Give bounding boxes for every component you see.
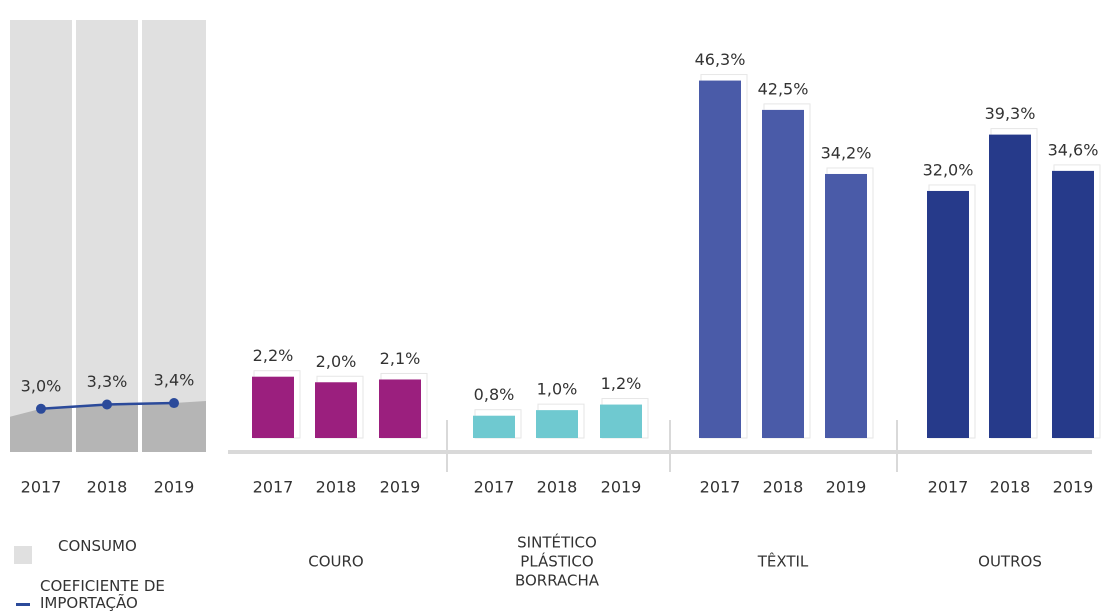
group-title: BORRACHA (515, 572, 600, 590)
value-label: 39,3% (985, 104, 1036, 123)
value-label: 42,5% (758, 79, 809, 98)
legend-swatch (14, 546, 32, 564)
bar (1052, 170, 1094, 438)
point (102, 399, 112, 410)
value-label: 32,0% (923, 160, 974, 179)
x-tick-label: 2019 (1053, 478, 1094, 497)
x-tick-label: 2017 (700, 478, 741, 497)
group-title: SINTÉTICO (517, 533, 597, 552)
area (10, 401, 206, 452)
x-tick-label: 2018 (316, 478, 357, 497)
value-label: 34,2% (821, 143, 872, 162)
x-tick-label: 2019 (601, 478, 642, 497)
x-tick-label: 2018 (87, 478, 128, 497)
value-label: 2,0% (316, 352, 357, 371)
legend-item: CONSUMO (14, 538, 200, 564)
x-tick-label: 2018 (990, 478, 1031, 497)
bar (989, 134, 1031, 438)
group-title: COURO (308, 553, 364, 571)
x-tick-label: 2017 (253, 478, 294, 497)
consumo-column (10, 20, 72, 452)
bar (252, 376, 294, 438)
bar (825, 173, 867, 438)
bar (473, 415, 515, 438)
value-label: 3,4% (154, 371, 195, 390)
value-label: 2,1% (380, 349, 421, 368)
value-label: 3,0% (21, 376, 62, 395)
legend-line (16, 603, 30, 606)
column-gap (138, 20, 142, 452)
bar (600, 404, 642, 438)
value-label: 0,8% (474, 385, 515, 404)
x-tick-label: 2019 (826, 478, 867, 497)
x-tick-label: 2019 (380, 478, 421, 497)
legend-label: COEFICIENTE DE IMPORTAÇÃO (40, 577, 165, 612)
bar (536, 410, 578, 438)
value-label: 3,3% (87, 372, 128, 391)
x-tick-label: 2017 (928, 478, 969, 497)
value-label: 34,6% (1048, 140, 1099, 159)
x-tick-label: 2018 (537, 478, 578, 497)
group-title: OUTROS (978, 553, 1042, 571)
x-tick-label: 2018 (763, 478, 804, 497)
group-title: PLÁSTICO (520, 552, 593, 571)
legend-item: COEFICIENTE DE IMPORTAÇÃO (14, 578, 200, 612)
bar (315, 382, 357, 438)
consumo-column (76, 20, 138, 452)
x-tick-label: 2017 (474, 478, 515, 497)
consumo-column (142, 20, 206, 452)
bar (379, 379, 421, 438)
x-tick-label: 2019 (154, 478, 195, 497)
group-title: TÊXTIL (757, 552, 809, 571)
column-gap (72, 20, 76, 452)
point (36, 403, 46, 414)
bar (762, 109, 804, 439)
x-tick-label: 2017 (21, 478, 62, 497)
legend: CONSUMO COEFICIENTE DE IMPORTAÇÃO (14, 538, 200, 612)
value-label: 2,2% (253, 346, 294, 365)
value-label: 46,3% (695, 50, 746, 69)
bar (699, 80, 741, 439)
point (169, 398, 179, 409)
legend-label: CONSUMO (58, 537, 137, 555)
bar (927, 190, 969, 438)
value-label: 1,2% (601, 374, 642, 393)
value-label: 1,0% (537, 380, 578, 399)
